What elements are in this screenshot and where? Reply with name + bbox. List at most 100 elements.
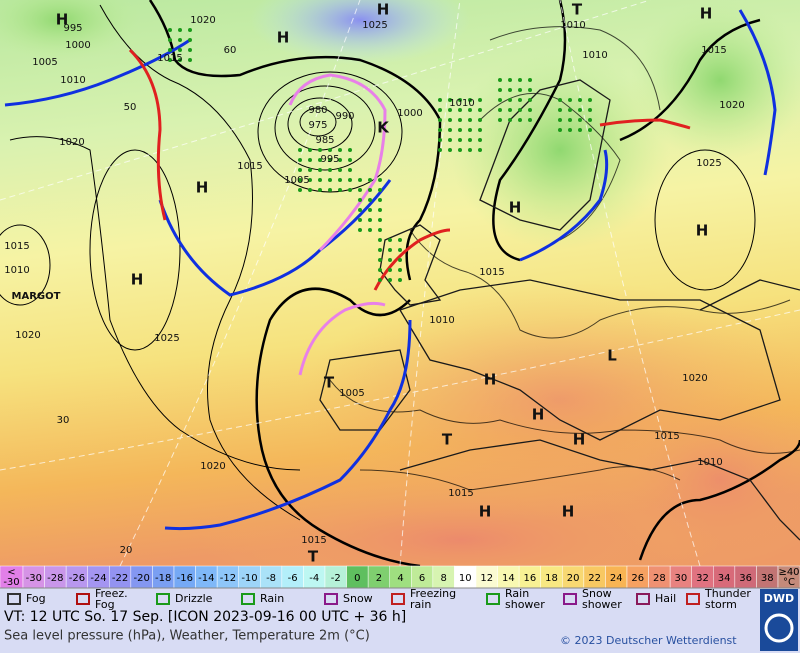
scale-label: 22 [588,573,601,584]
scale-label: °C [783,577,795,588]
rain-dot [498,78,502,82]
scale-label: 34 [718,573,731,584]
rain-dot [558,118,562,122]
weather-legend: Fog Freez. Fog Drizzle Rain Snow Freezing rain R… [7,587,751,611]
rain-dot [468,128,472,132]
scale-label: -28 [47,573,63,584]
rain-dot [168,38,172,42]
map-area [0,0,800,600]
map-label: L [607,347,617,365]
map-label: H [562,503,575,521]
rain-dot [378,218,382,222]
legend-icon [391,593,405,605]
map-label: 1020 [190,15,215,26]
map-label: 1020 [719,100,744,111]
rain-dot [528,78,532,82]
map-label: 995 [320,154,339,165]
map-label: H [131,271,144,289]
rain-dot [308,178,312,182]
rain-dot [368,178,372,182]
map-label: 1020 [682,373,707,384]
map-label: 1005 [32,57,57,68]
rain-dot [398,268,402,272]
legend-icon [563,593,577,605]
rain-dot [468,98,472,102]
legend-label: Snow [343,592,373,605]
map-label: H [532,406,545,424]
logo-text: DWD [764,592,794,605]
scale-label: 32 [696,573,709,584]
map-label: 50 [124,102,137,113]
rain-dot [348,178,352,182]
legend-icon [486,593,500,605]
rain-dot [588,128,592,132]
map-label: 1020 [59,137,84,148]
rain-dot [508,118,512,122]
rain-dot [498,88,502,92]
scale-label: -26 [69,573,85,584]
legend-icon [686,593,700,605]
rain-dot [448,138,452,142]
legend-icon [7,593,21,605]
valid-time: VT: 12 UTC So. 17 Sep. [ICON 2023-09-16 … [4,609,406,625]
rain-dot [378,248,382,252]
rain-dot [298,178,302,182]
rain-dot [378,278,382,282]
rain-dot [448,108,452,112]
rain-dot [328,148,332,152]
map-label: 1010 [582,50,607,61]
rain-dot [478,128,482,132]
map-label: 1005 [339,388,364,399]
rain-dot [448,98,452,102]
map-label: H [277,29,290,47]
legend-icon [241,593,255,605]
map-label: 1020 [15,330,40,341]
rain-dot [508,78,512,82]
rain-dot [338,188,342,192]
map-label: 60 [224,45,237,56]
rain-dot [458,118,462,122]
scale-label: -6 [288,573,298,584]
rain-dot [318,178,322,182]
map-label: H [509,199,522,217]
rain-dot [368,228,372,232]
rain-dot [568,98,572,102]
scale-label: 2 [376,573,382,584]
rain-dot [458,128,462,132]
rain-dot [168,48,172,52]
scale-label: 10 [459,573,472,584]
scale-label: 20 [567,573,580,584]
rain-dot [328,188,332,192]
rain-dot [478,148,482,152]
map-label: H [484,371,497,389]
rain-dot [518,108,522,112]
scale-label: 26 [631,573,644,584]
map-label: 995 [63,23,82,34]
rain-dot [318,168,322,172]
rain-dot [178,48,182,52]
rain-dot [168,58,172,62]
rain-dot [458,98,462,102]
rain-dot [328,178,332,182]
rain-dot [308,168,312,172]
map-label: H [696,222,709,240]
scale-label: -10 [241,573,257,584]
scale-label: 8 [440,573,446,584]
rain-dot [568,118,572,122]
rain-dot [368,208,372,212]
rain-dot [328,168,332,172]
rain-dot [378,178,382,182]
rain-dot [448,128,452,132]
rain-dot [528,88,532,92]
rain-dot [558,108,562,112]
map-label: 1015 [301,535,326,546]
scale-label: 16 [524,573,537,584]
map-label: 1015 [479,267,504,278]
rain-dot [458,108,462,112]
rain-dot [338,178,342,182]
scale-prefix: ≥40 [778,567,799,578]
legend-label: Fog [26,592,46,605]
map-label: K [377,119,390,137]
copyright: © 2023 Deutscher Wetterdienst [560,634,737,647]
